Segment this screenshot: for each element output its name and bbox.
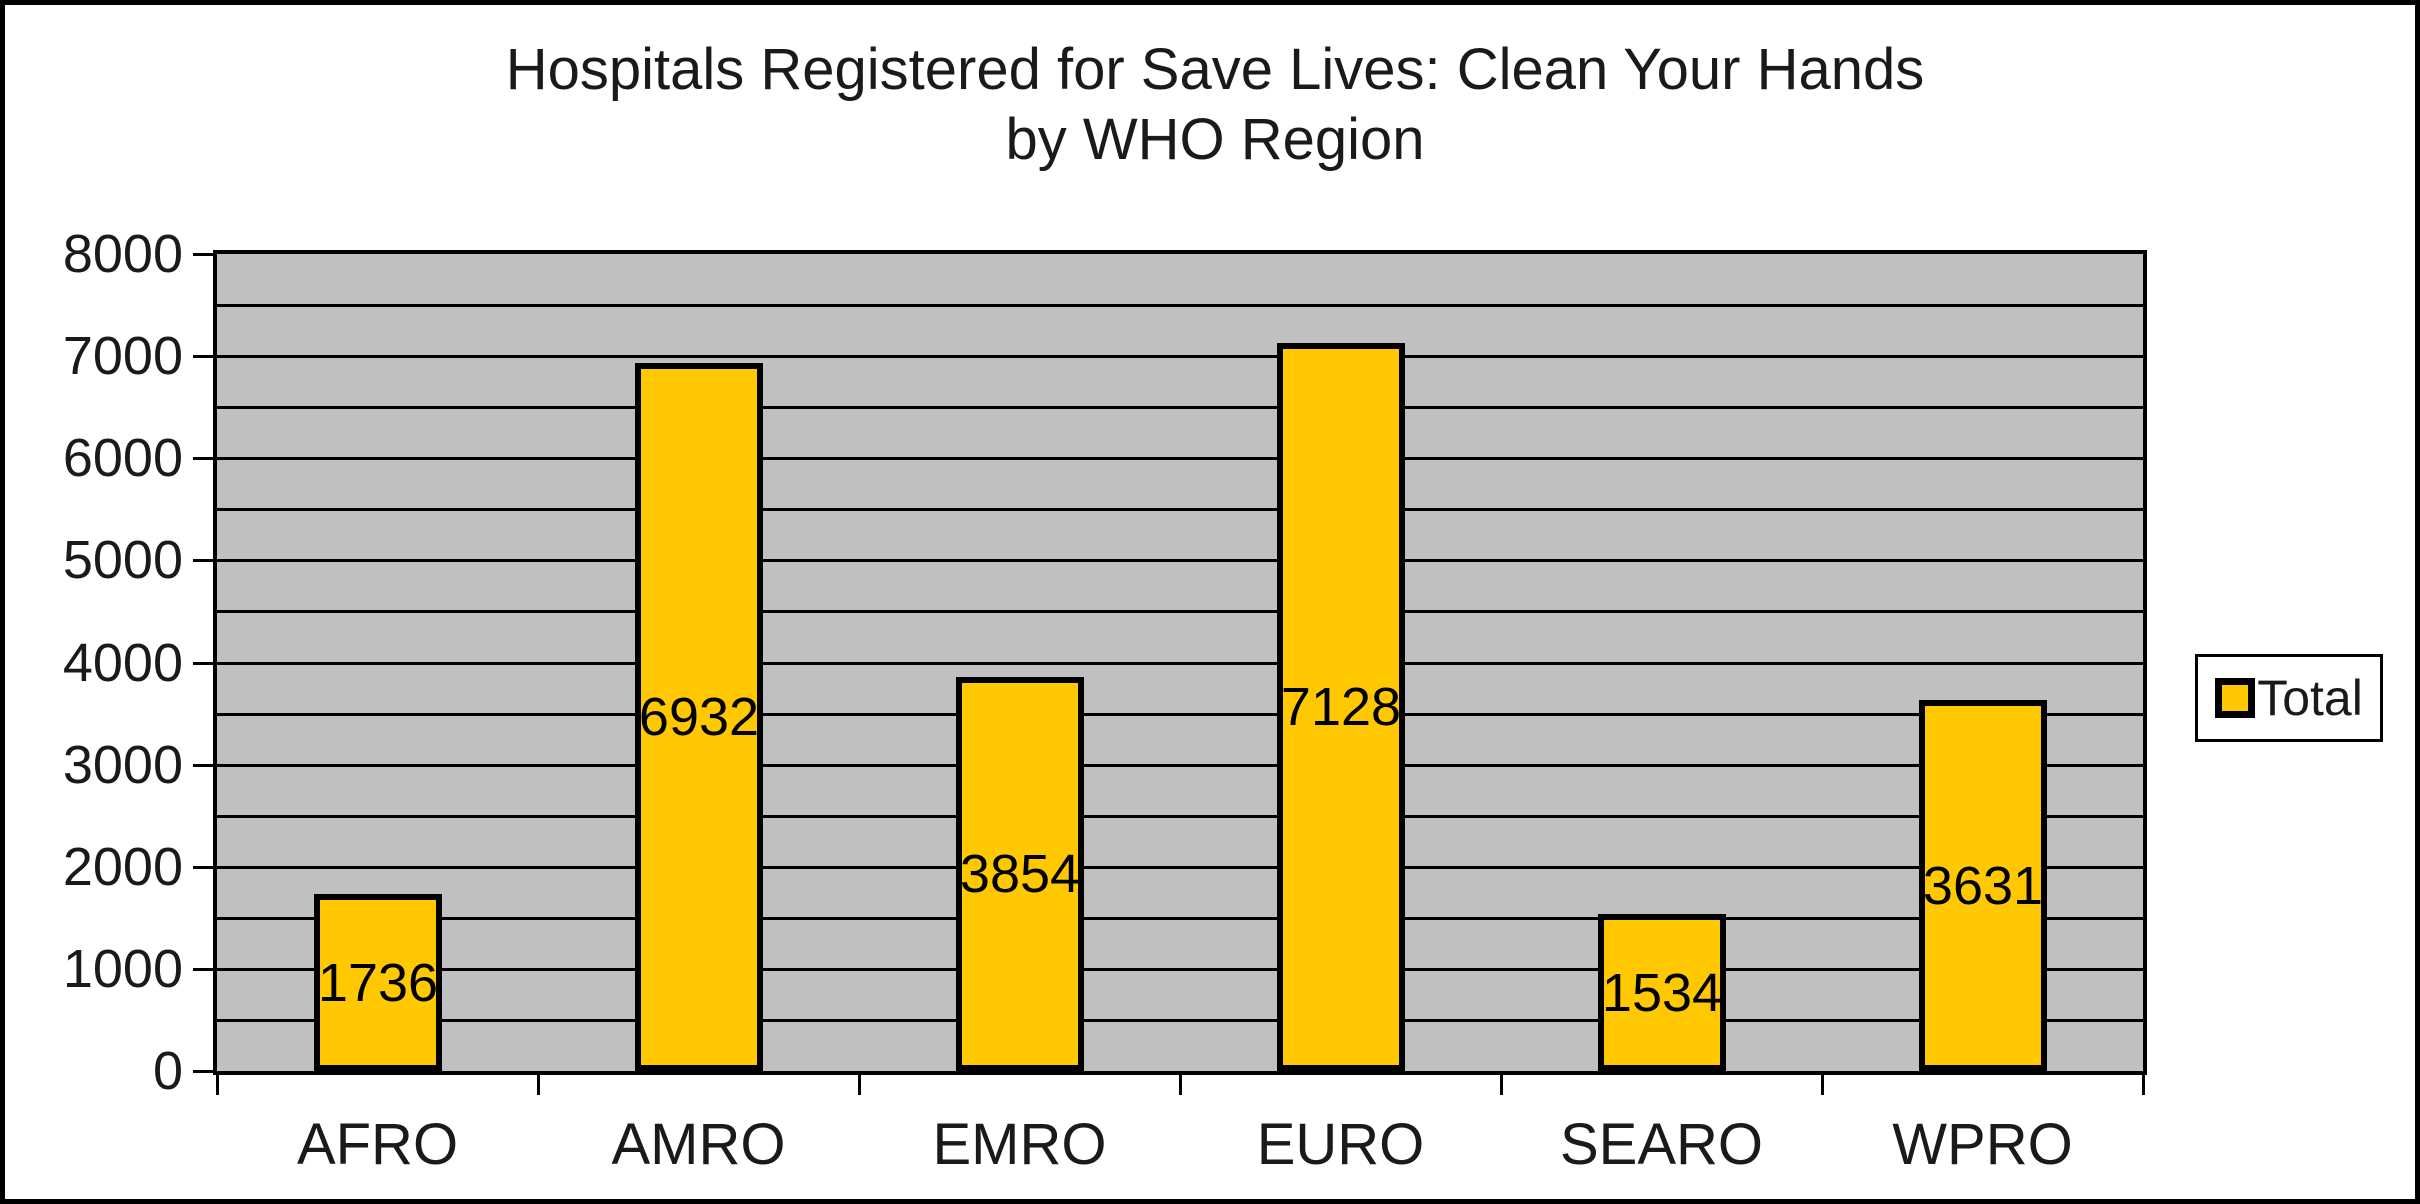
bar-value-label-EURO: 7128: [1280, 677, 1402, 737]
y-axis-label-7000: 7000: [62, 326, 183, 386]
bar-AFRO: [314, 894, 442, 1071]
x-axis-label-EURO: EURO: [1256, 1112, 1425, 1177]
bar-EURO: [1277, 343, 1405, 1071]
x-axis-tick-3: [1179, 1071, 1182, 1095]
y-axis-label-8000: 8000: [62, 224, 183, 284]
bar-value-label-WPRO: 3631: [1922, 856, 2044, 916]
legend: Total: [2195, 654, 2383, 742]
x-axis-label-EMRO: EMRO: [932, 1112, 1107, 1177]
y-axis-tick-0: [193, 1070, 217, 1073]
y-axis-tick-4000: [193, 662, 217, 665]
x-axis-tick-2: [858, 1071, 861, 1095]
bar-EMRO: [956, 677, 1084, 1071]
y-axis-label-1000: 1000: [62, 939, 183, 999]
y-axis-label-4000: 4000: [62, 633, 183, 693]
x-axis-tick-5: [1821, 1071, 1824, 1095]
bar-value-label-SEARO: 1534: [1601, 963, 1723, 1023]
chart-title: Hospitals Registered for Save Lives: Cle…: [252, 35, 2178, 175]
x-axis-label-SEARO: SEARO: [1559, 1112, 1764, 1177]
x-axis-label-AMRO: AMRO: [611, 1112, 786, 1177]
y-axis-tick-6000: [193, 457, 217, 460]
gridline-3500: [217, 713, 2143, 716]
gridline-4000: [217, 662, 2143, 665]
gridline-6000: [217, 457, 2143, 460]
bar-value-label-EMRO: 3854: [959, 844, 1081, 904]
y-axis-tick-7000: [193, 355, 217, 358]
x-axis-tick-0: [216, 1071, 219, 1095]
bar-AMRO: [635, 363, 763, 1071]
gridline-2000: [217, 866, 2143, 869]
gridline-7000: [217, 355, 2143, 358]
bar-value-label-AMRO: 6932: [638, 687, 760, 747]
x-axis-tick-6: [2142, 1071, 2145, 1095]
y-axis-label-6000: 6000: [62, 428, 183, 488]
x-axis-tick-4: [1500, 1071, 1503, 1095]
legend-swatch-total: [2215, 678, 2256, 718]
gridline-2500: [217, 815, 2143, 818]
gridline-1000: [217, 968, 2143, 971]
y-axis-tick-2000: [193, 866, 217, 869]
x-axis-label-WPRO: WPRO: [1892, 1112, 2073, 1177]
y-axis-tick-1000: [193, 968, 217, 971]
x-axis-label-AFRO: AFRO: [296, 1112, 459, 1177]
chart-title-line2: by WHO Region: [1005, 107, 1425, 172]
y-axis-label-3000: 3000: [62, 735, 183, 795]
gridline-4500: [217, 610, 2143, 613]
y-axis-tick-3000: [193, 764, 217, 767]
bar-value-label-AFRO: 1736: [317, 953, 439, 1013]
gridline-1500: [217, 917, 2143, 920]
gridline-5500: [217, 508, 2143, 511]
chart-title-line1: Hospitals Registered for Save Lives: Cle…: [505, 37, 1925, 102]
y-axis-label-2000: 2000: [62, 837, 183, 897]
y-axis-label-0: 0: [152, 1041, 183, 1101]
gridline-3000: [217, 764, 2143, 767]
y-axis-tick-8000: [193, 253, 217, 256]
bar-SEARO: [1598, 914, 1726, 1071]
bar-WPRO: [1919, 700, 2047, 1071]
gridline-5000: [217, 559, 2143, 562]
x-axis-tick-1: [537, 1071, 540, 1095]
gridline-500: [217, 1019, 2143, 1022]
gridline-6500: [217, 406, 2143, 409]
legend-label: Total: [2257, 670, 2363, 726]
y-axis-label-5000: 5000: [62, 530, 183, 590]
y-axis-tick-5000: [193, 559, 217, 562]
plot-area: 1736 6932 3854 7128 1534 3631: [213, 250, 2147, 1075]
gridline-7500: [217, 304, 2143, 307]
